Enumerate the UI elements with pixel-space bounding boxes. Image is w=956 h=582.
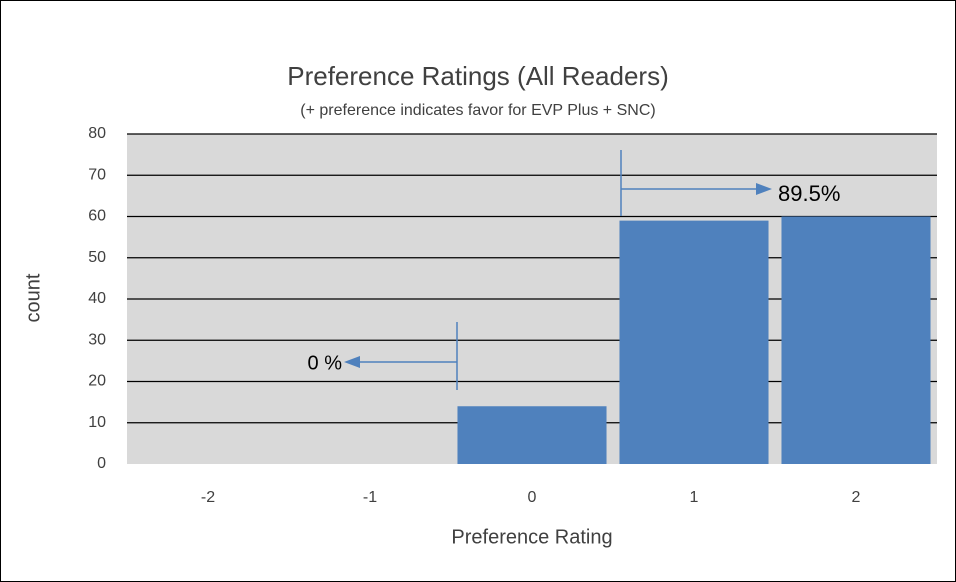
bar	[781, 216, 931, 464]
x-axis-label: Preference Rating	[451, 526, 612, 548]
y-tick-label: 50	[88, 249, 106, 266]
y-tick-label: 70	[88, 166, 106, 183]
annotation: 0 %	[308, 352, 343, 374]
y-tick-label: 10	[88, 414, 106, 431]
chart-subtitle: (+ preference indicates favor for EVP Pl…	[300, 102, 655, 119]
x-tick-label: 1	[690, 489, 699, 506]
y-tick-label: 80	[88, 125, 106, 142]
y-axis-label: count	[22, 273, 44, 322]
y-tick-label: 30	[88, 331, 106, 348]
y-tick-label: 20	[88, 373, 106, 390]
x-tick-label: 0	[528, 489, 537, 506]
x-tick-label: -1	[363, 489, 377, 506]
y-tick-label: 40	[88, 290, 106, 307]
chart-title: Preference Ratings (All Readers)	[287, 61, 669, 91]
y-tick-label: 0	[97, 455, 106, 472]
bar	[457, 406, 607, 464]
x-tick-label: -2	[201, 489, 215, 506]
x-tick-label: 2	[852, 489, 861, 506]
arrow-head	[756, 183, 772, 195]
annotation: 89.5%	[778, 181, 840, 206]
arrow-head	[344, 356, 360, 368]
y-tick-label: 60	[88, 208, 106, 225]
bar	[619, 220, 769, 464]
